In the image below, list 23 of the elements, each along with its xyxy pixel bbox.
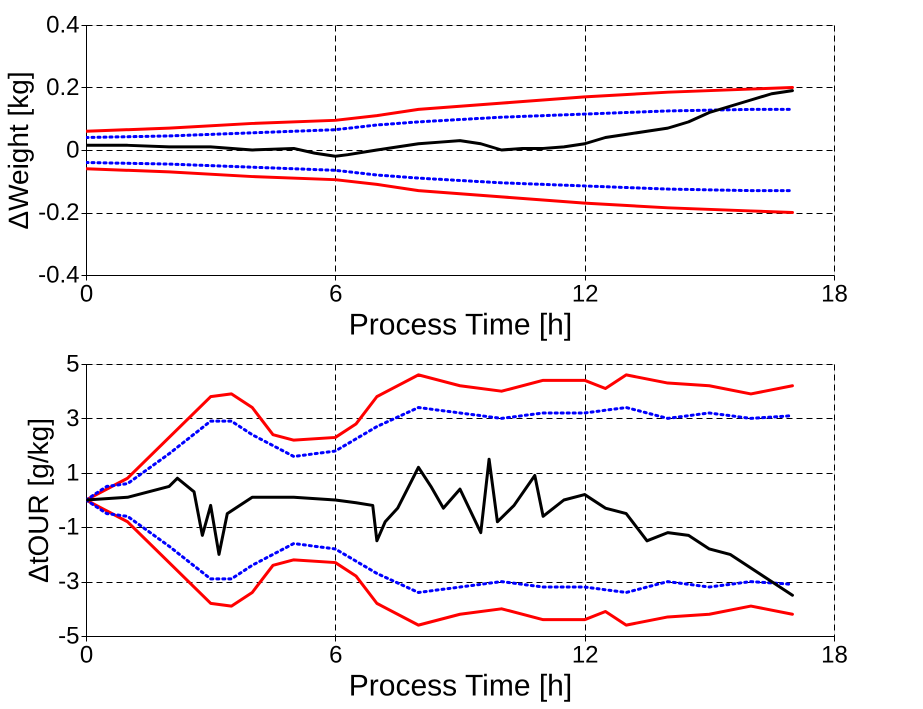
y-axis-title: ΔtOUR [g/kg] xyxy=(23,418,54,583)
y-tick-label: -0.2 xyxy=(38,199,80,226)
y-tick-label: 1 xyxy=(66,459,80,486)
y-tick-label: 5 xyxy=(66,350,80,378)
line-series xyxy=(86,167,794,214)
y-axis-title: ΔWeight [kg] xyxy=(3,71,34,230)
line-series xyxy=(86,86,794,133)
x-tick-label: 18 xyxy=(821,642,848,668)
x-axis-title: Process Time [h] xyxy=(348,670,572,702)
x-tick-label: 18 xyxy=(821,280,848,308)
y-tick-label: -3 xyxy=(58,568,80,596)
x-tick-label: 6 xyxy=(329,280,343,308)
x-tick-label: 12 xyxy=(572,280,599,308)
x-tick-label: 6 xyxy=(329,642,343,668)
y-tick-label: -1 xyxy=(58,514,80,541)
y-tick-label: -5 xyxy=(58,622,80,650)
y-tick-label: 3 xyxy=(66,404,80,432)
y-tick-label: 0.2 xyxy=(46,74,80,101)
x-tick-label: 12 xyxy=(572,642,599,668)
y-tick-label: 0.4 xyxy=(46,12,80,38)
y-tick-label: 0 xyxy=(66,136,80,164)
y-tick-label: -0.4 xyxy=(38,262,80,288)
x-axis-title: Process Time [h] xyxy=(348,308,572,342)
